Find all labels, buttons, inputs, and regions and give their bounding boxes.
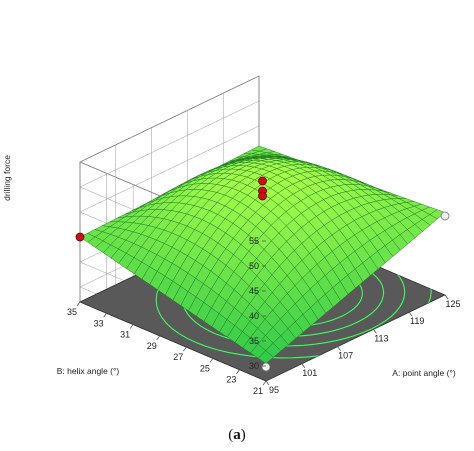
y-tick-mark xyxy=(209,358,214,363)
y-tick-mark xyxy=(182,346,187,352)
z-tick-label: 45 xyxy=(249,286,259,296)
caption-close: ) xyxy=(240,427,246,443)
z-tick-label: 55 xyxy=(249,236,259,246)
z-tick-label: 40 xyxy=(249,311,259,321)
y-tick-mark xyxy=(129,324,134,329)
design-point xyxy=(258,191,267,201)
y-tick-label: 31 xyxy=(120,330,130,340)
x-tick-mark xyxy=(408,311,413,317)
x-tick-label: 125 xyxy=(445,299,460,309)
y-tick-mark xyxy=(76,301,81,307)
y-tick-mark xyxy=(236,369,240,374)
x-tick-mark xyxy=(444,294,449,300)
x-tick-label: 101 xyxy=(302,368,317,378)
figure-caption: (a) xyxy=(0,427,474,444)
x-tick-mark xyxy=(301,363,306,369)
axis-ticks: 30 35 40 45 50 55 95 101 107 113 119 125 21 23 25 27 29 3… xyxy=(67,236,461,396)
x-tick-label: 119 xyxy=(410,316,424,326)
design-point xyxy=(440,211,450,221)
x-tick-mark xyxy=(373,329,377,334)
y-tick-label: 29 xyxy=(147,341,157,351)
z-axis-label: drilling force xyxy=(2,155,12,201)
y-tick-label: 25 xyxy=(200,363,210,373)
x-tick-mark xyxy=(337,346,341,351)
y-tick-label: 21 xyxy=(253,386,263,396)
caption-open: ( xyxy=(228,427,234,443)
y-tick-label: 23 xyxy=(226,375,236,385)
y-tick-label: 27 xyxy=(173,352,183,362)
surface-plot: 30 35 40 45 50 55 95 101 107 113 119 125 21 23 25 27 29 3… xyxy=(2,75,461,396)
caption-letter: a xyxy=(233,427,241,443)
x-tick-mark xyxy=(265,380,270,386)
design-point xyxy=(258,176,267,186)
response-surface xyxy=(79,145,446,364)
y-tick-label: 35 xyxy=(67,307,77,317)
x-tick-label: 95 xyxy=(269,385,279,395)
x-tick-label: 113 xyxy=(374,333,388,343)
design-point xyxy=(75,232,85,242)
design-points xyxy=(75,176,450,372)
z-tick-label: 50 xyxy=(249,261,259,271)
x-tick-label: 107 xyxy=(338,351,353,361)
x-axis-label: A: point angle (°) xyxy=(392,368,456,378)
y-tick-label: 33 xyxy=(94,318,104,328)
design-point xyxy=(261,362,271,372)
y-tick-mark xyxy=(262,380,267,386)
y-axis-label: B: helix angle (°) xyxy=(57,366,120,376)
y-tick-mark xyxy=(103,313,107,318)
z-tick-label: 35 xyxy=(249,336,259,346)
z-tick-label: 30 xyxy=(249,361,259,371)
y-tick-mark xyxy=(156,335,161,341)
